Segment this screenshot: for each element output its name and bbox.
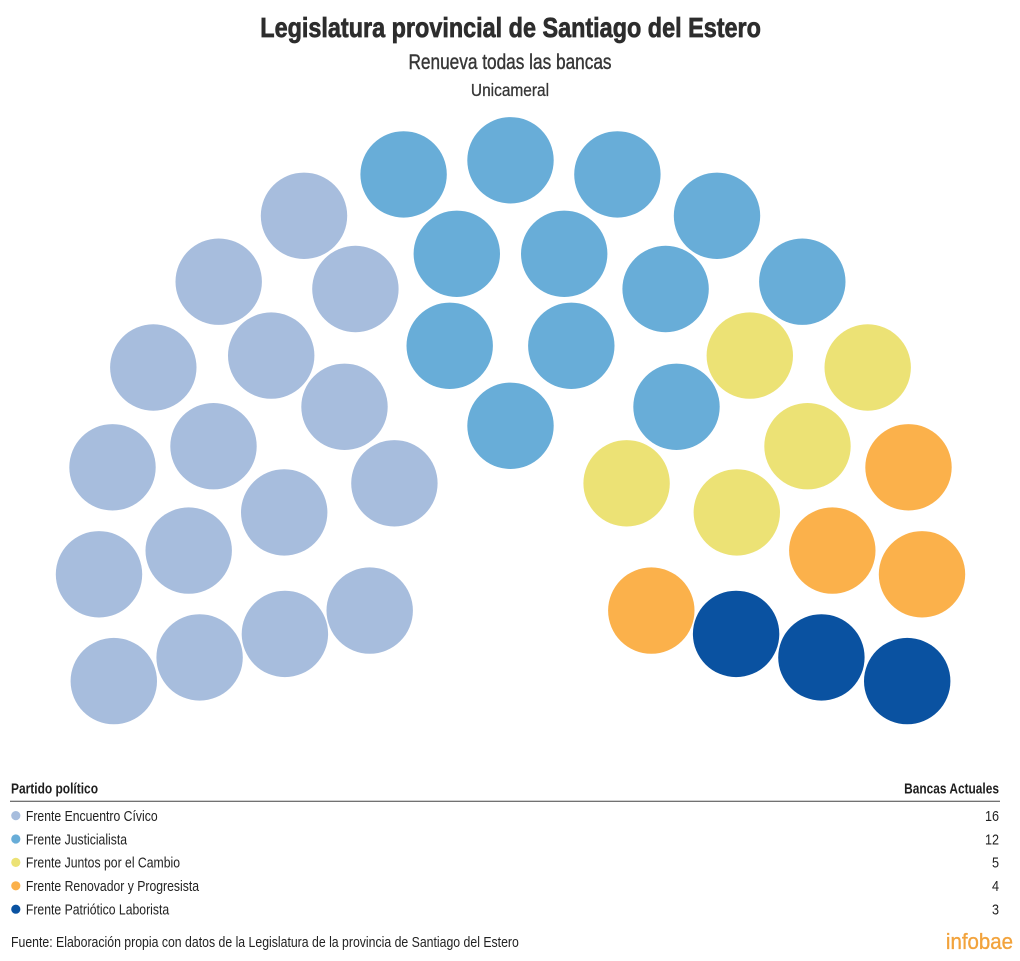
svg-text:Unicameral: Unicameral — [471, 81, 549, 100]
svg-text:Frente Renovador y Progresista: Frente Renovador y Progresista — [26, 878, 200, 894]
svg-text:Frente Patriótico Laborista: Frente Patriótico Laborista — [26, 901, 170, 917]
svg-text:Frente Juntos por el Cambio: Frente Juntos por el Cambio — [26, 855, 180, 871]
svg-text:Renueva todas las bancas: Renueva todas las bancas — [408, 51, 611, 74]
svg-text:12: 12 — [985, 831, 999, 847]
svg-text:infobae: infobae — [946, 929, 1013, 954]
svg-text:4: 4 — [992, 878, 999, 894]
svg-text:16: 16 — [985, 808, 999, 824]
svg-text:5: 5 — [992, 855, 999, 871]
svg-text:Frente Justicialista: Frente Justicialista — [26, 831, 128, 847]
svg-text:Fuente: Elaboración propia con: Fuente: Elaboración propia con datos de … — [11, 934, 519, 950]
svg-text:Partido político: Partido político — [11, 780, 98, 796]
svg-text:Bancas Actuales: Bancas Actuales — [904, 780, 999, 796]
svg-text:Frente Encuentro Cívico: Frente Encuentro Cívico — [26, 808, 158, 824]
svg-text:Legislatura provincial de Sant: Legislatura provincial de Santiago del E… — [260, 13, 761, 43]
svg-text:3: 3 — [992, 902, 999, 918]
